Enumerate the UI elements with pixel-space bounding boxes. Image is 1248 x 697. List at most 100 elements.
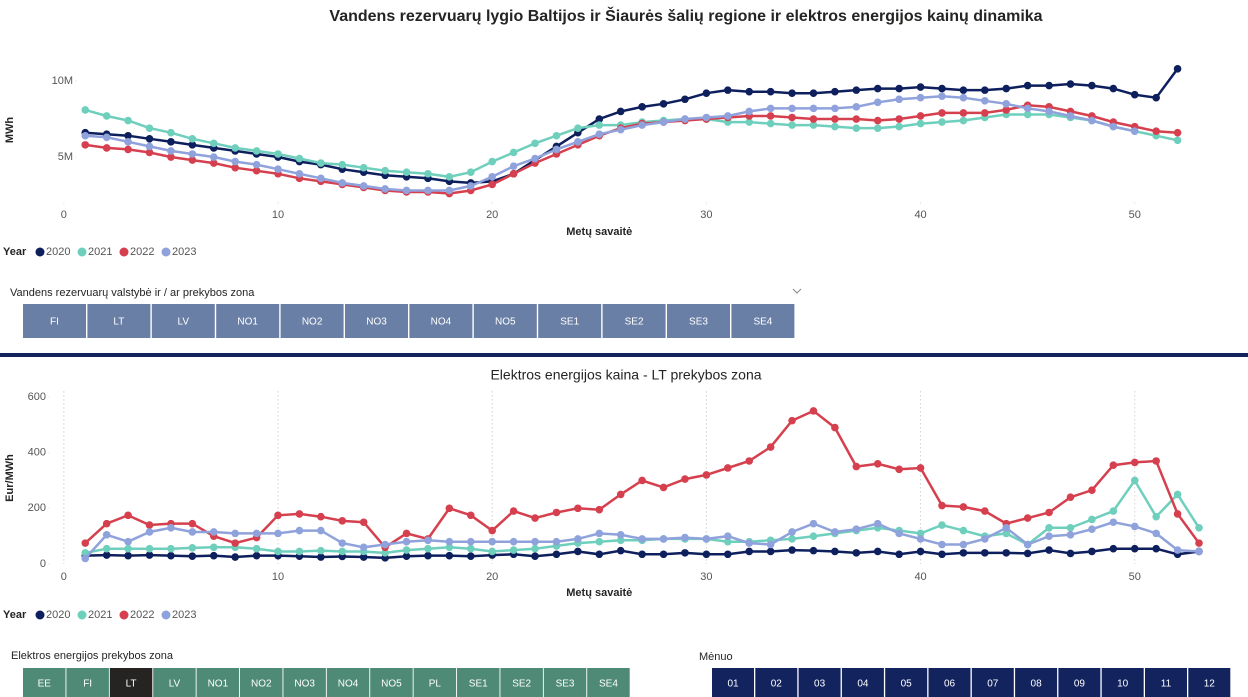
x-axis-title: Metų savaitė (566, 587, 632, 599)
slicer-button[interactable] (1015, 668, 1058, 697)
slicer-button[interactable] (602, 304, 666, 338)
legend-marker (161, 610, 171, 620)
data-point (209, 159, 218, 167)
data-point (359, 182, 368, 190)
data-point (531, 537, 539, 546)
data-point (895, 95, 903, 104)
slicer-button[interactable] (667, 304, 730, 338)
y-axis-title: Eur/MWh (4, 454, 16, 502)
data-point (488, 547, 497, 556)
slicer-button[interactable] (345, 304, 408, 338)
data-point (1045, 81, 1053, 90)
data-point (638, 535, 646, 543)
slicer-button[interactable] (326, 668, 370, 697)
data-point (81, 106, 90, 114)
data-point (616, 125, 625, 134)
data-point (745, 457, 754, 465)
slicer-button[interactable] (413, 668, 457, 697)
chart-title: Elektros energijos kaina - LT prekybos z… (490, 367, 761, 383)
data-point (938, 540, 946, 549)
data-point (531, 154, 539, 163)
data-point (145, 544, 154, 553)
data-point (981, 109, 989, 117)
data-point (724, 537, 732, 546)
slicer-button[interactable] (409, 304, 473, 338)
slicer-button[interactable] (587, 668, 630, 697)
slicer-button[interactable] (885, 668, 928, 697)
slicer-button[interactable] (109, 668, 153, 697)
slicer-button[interactable] (66, 668, 109, 697)
data-point (766, 112, 775, 120)
data-point (124, 537, 132, 546)
slicer-button[interactable] (240, 668, 283, 697)
slicer-button[interactable] (841, 668, 884, 697)
data-point (938, 501, 946, 510)
slicer-button[interactable] (928, 668, 971, 697)
slicer-button[interactable] (1101, 668, 1144, 697)
slicer-button[interactable] (1188, 668, 1231, 697)
data-point (424, 551, 432, 560)
slicer-button[interactable] (280, 304, 344, 338)
legend-marker (35, 610, 45, 620)
slicer-button[interactable] (283, 668, 326, 697)
data-point (167, 524, 175, 532)
data-point (1109, 84, 1118, 93)
data-point (359, 163, 368, 172)
data-point (81, 539, 90, 547)
slicer-button[interactable] (473, 304, 537, 338)
data-point (338, 547, 347, 556)
slicer-button[interactable] (151, 304, 215, 338)
data-point (959, 540, 968, 549)
slicer-title: Mėnuo (699, 651, 733, 663)
slicer-button[interactable] (457, 668, 500, 697)
data-point (616, 536, 625, 545)
slicer-button[interactable] (1145, 668, 1187, 697)
x-tick-label: 20 (486, 571, 498, 583)
legend-label: 2023 (172, 609, 196, 621)
slicer-button[interactable] (370, 668, 413, 697)
slicer-button[interactable] (216, 304, 280, 338)
data-point (317, 174, 325, 183)
data-point (831, 87, 839, 96)
slicer-button[interactable] (500, 668, 543, 697)
slicer-button[interactable] (731, 304, 795, 338)
data-point (552, 145, 561, 154)
data-point (831, 122, 839, 131)
data-point (1045, 508, 1053, 517)
slicer-button[interactable] (87, 304, 151, 338)
slicer-button[interactable] (798, 668, 841, 697)
data-point (659, 535, 668, 543)
data-point (1088, 116, 1096, 125)
data-point (1066, 530, 1075, 539)
data-point (1109, 544, 1118, 553)
data-point (702, 471, 711, 479)
slicer-button[interactable] (543, 668, 587, 697)
slicer-button[interactable] (196, 668, 240, 697)
data-point (209, 139, 218, 148)
slicer-button[interactable] (755, 668, 798, 697)
data-point (745, 87, 754, 96)
slicer-button-label: 04 (857, 679, 869, 690)
slicer-button[interactable] (23, 668, 66, 697)
slicer-button-label: 09 (1074, 679, 1086, 690)
slicer-button-label: 08 (1031, 679, 1043, 690)
slicer-button[interactable] (23, 304, 86, 338)
slicer-button-label: LT (126, 679, 137, 690)
data-point (402, 529, 411, 538)
slicer-button[interactable] (712, 668, 754, 697)
slicer-button[interactable] (971, 668, 1014, 697)
slicer-button[interactable] (1058, 668, 1101, 697)
data-point (574, 124, 582, 132)
slicer-button[interactable] (538, 304, 602, 338)
data-point (724, 550, 732, 559)
legend-label: 2020 (46, 246, 70, 258)
data-point (766, 104, 775, 113)
data-point (359, 553, 368, 561)
data-point (338, 179, 347, 187)
data-point (231, 163, 239, 172)
slicer-button[interactable] (153, 668, 196, 697)
data-point (1195, 547, 1203, 556)
data-point (659, 483, 668, 492)
data-point (167, 138, 175, 146)
chevron[interactable] (792, 288, 802, 294)
